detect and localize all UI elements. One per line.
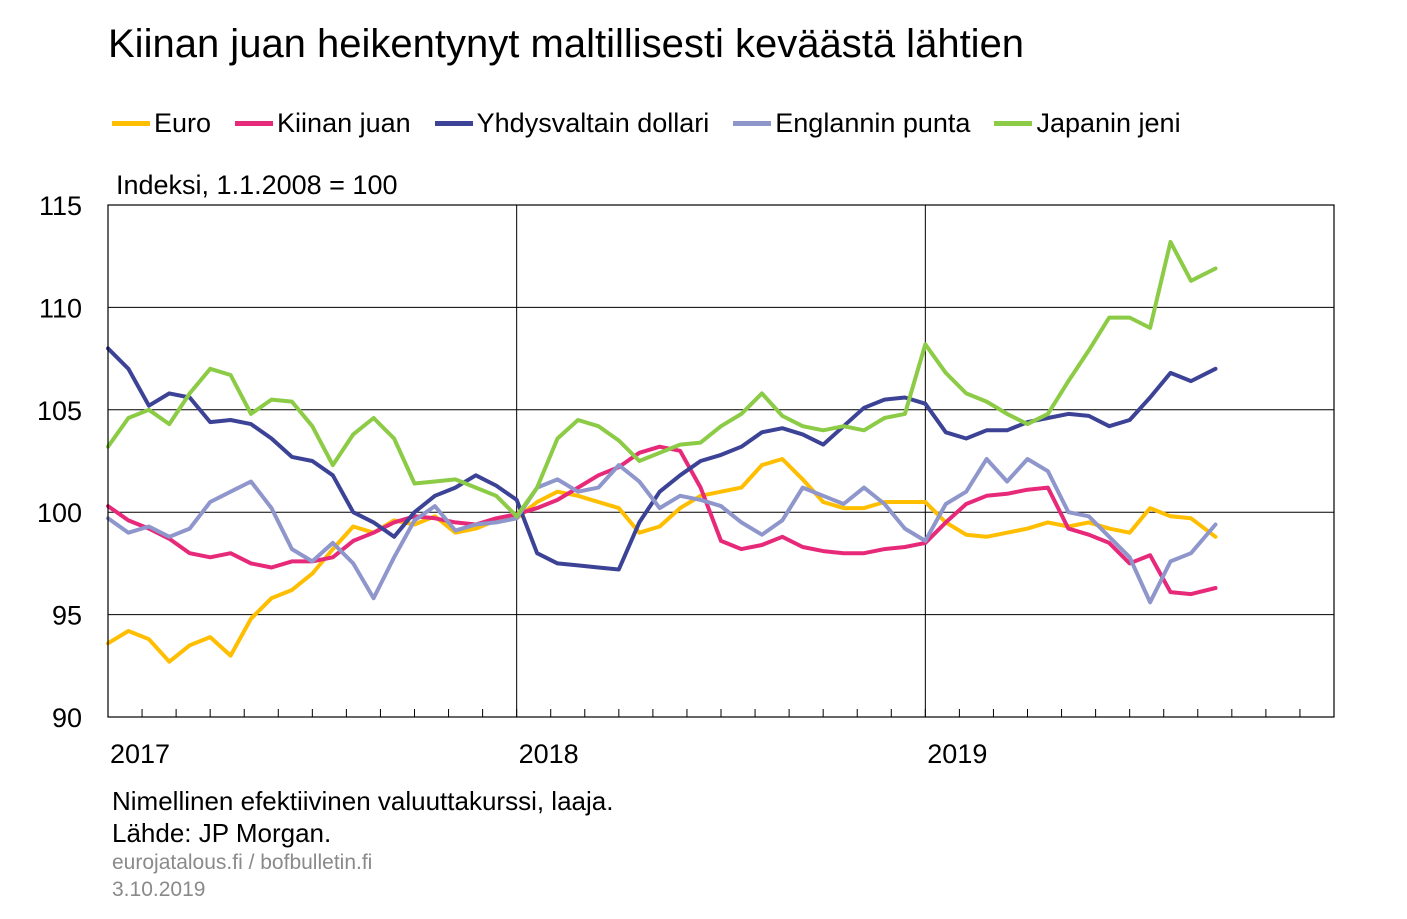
y-tick-label: 95 — [52, 601, 82, 631]
y-tick-label: 100 — [37, 498, 82, 528]
legend-swatch — [994, 121, 1033, 126]
series-line-yhdysvaltain-dollari — [106, 346, 1218, 572]
legend-label: Kiinan juan — [277, 108, 411, 138]
x-tick-label: 2018 — [519, 739, 579, 769]
y-axis-label: Indeksi, 1.1.2008 = 100 — [116, 170, 398, 200]
grid — [107, 205, 1334, 717]
legend-swatch — [112, 121, 150, 126]
legend-item: Japanin jeni — [994, 108, 1181, 139]
y-tick-label: 115 — [39, 191, 82, 221]
legend-label: Japanin jeni — [1036, 108, 1181, 138]
plot-border — [107, 204, 1335, 718]
y-tick-labels: 90 95 100 105 110 115 — [37, 191, 82, 733]
y-tick-label: 90 — [52, 703, 82, 733]
series-lines — [106, 239, 1218, 664]
legend-item: Yhdysvaltain dollari — [434, 108, 710, 139]
chart-note: Nimellinen efektiivinen valuuttakurssi, … — [112, 786, 614, 816]
series-line-englannin-punta — [106, 457, 1218, 605]
legend-item: Englannin punta — [733, 108, 970, 139]
legend-item: Euro — [112, 108, 211, 139]
site-credit: eurojatalous.fi / bofbulletin.fi — [112, 851, 373, 874]
series-line-japanin-jeni — [106, 239, 1218, 519]
legend-swatch — [733, 121, 772, 126]
series-line-euro — [106, 457, 1218, 664]
legend-swatch — [434, 121, 473, 126]
plot-frame — [107, 204, 1335, 718]
publish-date: 3.10.2019 — [112, 878, 206, 901]
x-tick-label: 2019 — [927, 739, 987, 769]
x-tick-labels: 2017 2018 2019 — [110, 739, 987, 769]
legend-label: Yhdysvaltain dollari — [476, 108, 710, 138]
legend: Euro Kiinan juan Yhdysvaltain dollari Engla… — [112, 108, 1205, 139]
series-line-kiinan-juan — [106, 444, 1218, 597]
y-tick-label: 105 — [37, 396, 82, 426]
x-tick-label: 2017 — [110, 739, 170, 769]
legend-swatch — [235, 121, 274, 126]
y-tick-label: 110 — [39, 293, 82, 323]
legend-label: Englannin punta — [775, 108, 971, 138]
chart-source: Lähde: JP Morgan. — [112, 818, 332, 848]
chart-title: Kiinan juan heikentynyt maltillisesti ke… — [108, 22, 1025, 66]
legend-item: Kiinan juan — [235, 108, 411, 139]
legend-label: Euro — [154, 108, 212, 138]
